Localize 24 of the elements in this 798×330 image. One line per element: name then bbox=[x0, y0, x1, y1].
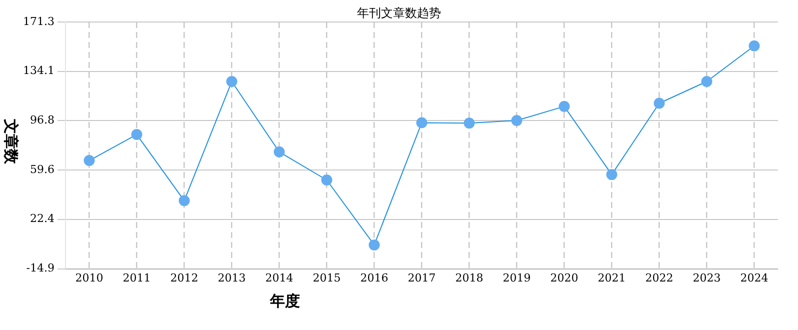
x-tick-label: 2021 bbox=[598, 271, 626, 284]
x-tick-label: 2010 bbox=[75, 271, 104, 284]
y-tick-label: 134.1 bbox=[22, 64, 54, 78]
x-tick-label: 2015 bbox=[312, 271, 341, 284]
y-tick-label: 22.4 bbox=[30, 212, 54, 226]
y-tick-label: -14.9 bbox=[26, 262, 54, 275]
x-tick-label: 2022 bbox=[645, 271, 674, 284]
x-tick-label: 2023 bbox=[692, 271, 721, 284]
x-tick-label: 2014 bbox=[265, 271, 294, 284]
x-tick-label: 2024 bbox=[740, 271, 768, 284]
y-axis-title: 文章数 bbox=[1, 119, 20, 164]
y-tick-label: 59.6 bbox=[30, 162, 54, 176]
x-tick-label: 2011 bbox=[122, 271, 151, 284]
y-tick-label: 96.8 bbox=[30, 114, 54, 127]
x-tick-label: 2017 bbox=[408, 271, 436, 284]
x-tick-label: 2012 bbox=[170, 271, 198, 284]
x-axis-title: 年度 bbox=[270, 292, 300, 311]
x-tick-label: 2016 bbox=[360, 271, 388, 284]
x-tick-label: 2019 bbox=[502, 271, 531, 284]
x-tick-label: 2020 bbox=[550, 271, 578, 284]
chart-title: 年刊文章数趋势 bbox=[357, 6, 441, 20]
x-tick-label: 2018 bbox=[455, 271, 484, 284]
x-tick-label: 2013 bbox=[218, 271, 246, 284]
y-tick-label: 171.3 bbox=[22, 14, 54, 28]
